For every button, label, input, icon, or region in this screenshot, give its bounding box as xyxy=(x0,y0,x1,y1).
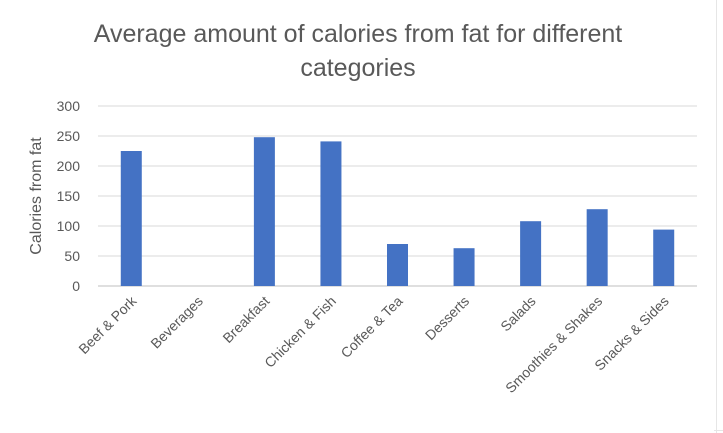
y-tick-label: 150 xyxy=(57,188,81,204)
bar xyxy=(453,248,475,286)
x-tick-label: Desserts xyxy=(422,293,472,343)
x-tick-label: Chicken & Fish xyxy=(261,293,339,371)
bar xyxy=(653,229,675,286)
bar xyxy=(320,141,342,286)
y-tick-label: 250 xyxy=(57,128,81,144)
x-tick-label: Beef & Pork xyxy=(75,292,140,357)
bar xyxy=(120,151,142,286)
y-axis-ticks: 0 50 100 150 200 250 300 xyxy=(57,98,81,294)
x-tick-label: Beverages xyxy=(147,293,206,352)
y-axis-label: Calories from fat xyxy=(28,137,45,255)
chart-title-line-2: categories xyxy=(300,54,415,82)
x-tick-label: Salads xyxy=(497,293,539,335)
bar xyxy=(520,221,542,286)
sheet-gridline xyxy=(716,0,717,433)
y-tick-label: 0 xyxy=(72,278,80,294)
x-tick-label: Breakfast xyxy=(219,293,272,346)
y-tick-label: 100 xyxy=(57,218,81,234)
bar xyxy=(253,137,275,286)
y-tick-label: 300 xyxy=(57,98,81,114)
bars xyxy=(120,137,675,286)
y-tick-label: 200 xyxy=(57,158,81,174)
x-tick-label: Coffee & Tea xyxy=(337,293,405,361)
bar xyxy=(586,209,608,286)
bar xyxy=(387,244,408,286)
y-tick-label: 50 xyxy=(64,248,80,264)
chart-title-line-1: Average amount of calories from fat for … xyxy=(94,20,623,48)
